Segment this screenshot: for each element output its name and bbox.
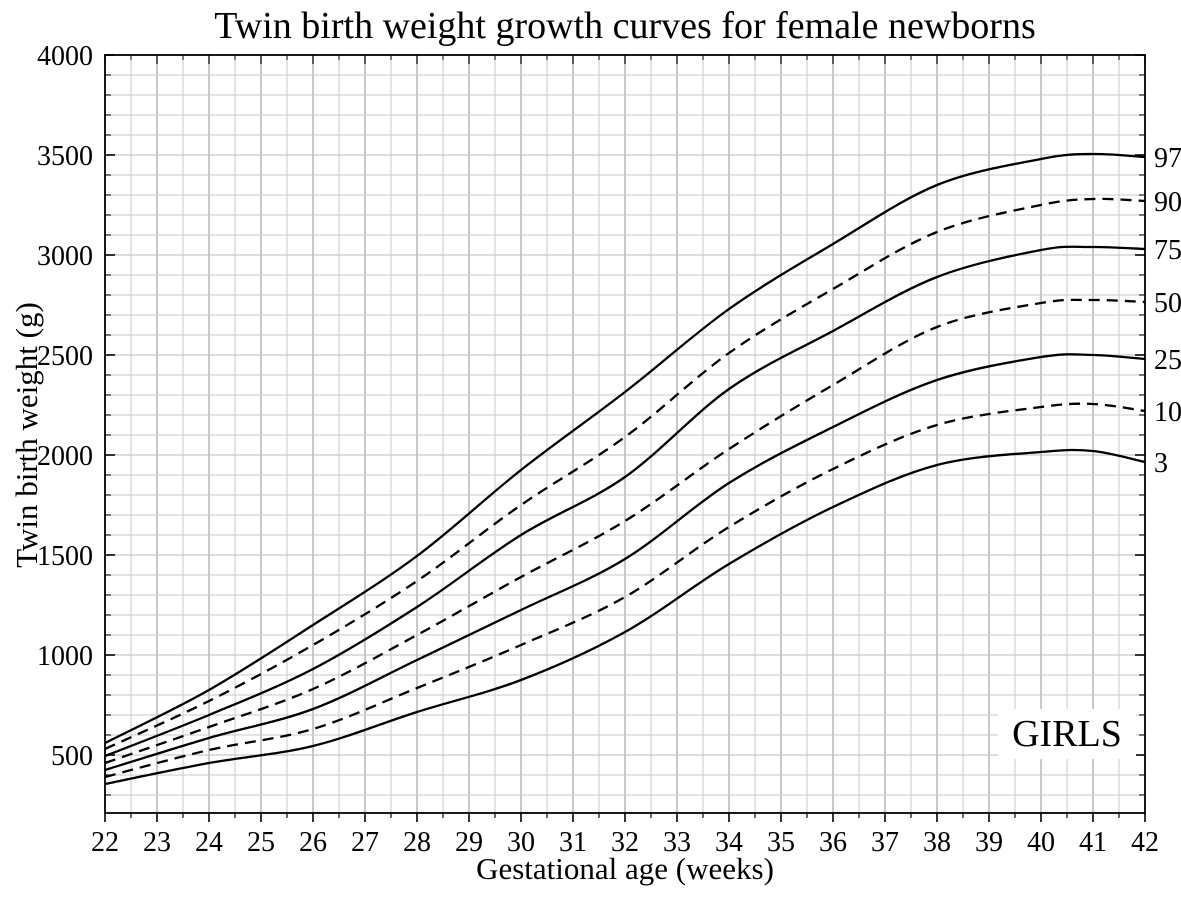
x-axis-tick-label: 23 <box>143 827 171 858</box>
y-axis-tick-label: 500 <box>51 741 93 772</box>
percentile-label-25: 25 <box>1154 345 1181 376</box>
x-axis-tick-label: 36 <box>819 827 847 858</box>
y-axis-tick-label: 1000 <box>37 641 93 672</box>
percentile-curve-75 <box>104 245 1146 758</box>
y-axis-tick-label: 2500 <box>37 341 93 372</box>
percentile-label-90: 90 <box>1154 187 1181 218</box>
x-axis-tick-label: 35 <box>767 827 795 858</box>
x-axis-tick-label: 34 <box>715 827 743 858</box>
percentile-label-97: 97 <box>1154 143 1181 174</box>
percentile-curve-25 <box>104 353 1146 772</box>
chart-title: Twin birth weight growth curves for fema… <box>214 5 1036 47</box>
x-axis-tick-label: 29 <box>455 827 483 858</box>
x-axis-tick-label: 38 <box>923 827 951 858</box>
x-axis-tick-label: 41 <box>1079 827 1107 858</box>
x-axis-tick-label: 39 <box>975 827 1003 858</box>
x-axis-tick-label: 27 <box>351 827 379 858</box>
percentile-curve-90 <box>104 197 1146 751</box>
percentile-label-3: 3 <box>1154 448 1168 479</box>
x-axis-tick-label: 31 <box>559 827 587 858</box>
percentile-curve-97 <box>104 152 1146 745</box>
percentile-label-75: 75 <box>1154 235 1181 266</box>
x-axis-tick-label: 40 <box>1027 827 1055 858</box>
y-axis-title: Twin birth weight (g) <box>9 302 44 568</box>
y-axis-tick-label: 3000 <box>37 241 93 272</box>
x-axis-tick-label: 33 <box>663 827 691 858</box>
percentile-curve-10 <box>104 402 1146 779</box>
percentile-curve-50 <box>104 298 1146 765</box>
corner-label: GIRLS <box>1012 713 1122 755</box>
y-axis-tick-label: 1500 <box>37 541 93 572</box>
y-axis-tick-label: 2000 <box>37 441 93 472</box>
y-axis-tick-label: 3500 <box>37 141 93 172</box>
x-axis-tick-label: 42 <box>1131 827 1159 858</box>
percentile-label-10: 10 <box>1154 397 1181 428</box>
x-axis-tick-label: 22 <box>91 827 119 858</box>
x-axis-tick-label: 26 <box>299 827 327 858</box>
x-axis-title: Gestational age (weeks) <box>476 851 774 886</box>
plot-frame <box>104 54 1146 814</box>
corner-label-box <box>998 709 1136 759</box>
percentile-curve-3 <box>104 448 1146 786</box>
x-axis-tick-label: 28 <box>403 827 431 858</box>
x-axis-tick-label: 30 <box>507 827 535 858</box>
x-axis-tick-label: 24 <box>195 827 223 858</box>
x-axis-tick-label: 37 <box>871 827 899 858</box>
x-axis-tick-label: 25 <box>247 827 275 858</box>
y-axis-tick-label: 4000 <box>37 41 93 72</box>
percentile-label-50: 50 <box>1154 288 1181 319</box>
x-axis-tick-label: 32 <box>611 827 639 858</box>
